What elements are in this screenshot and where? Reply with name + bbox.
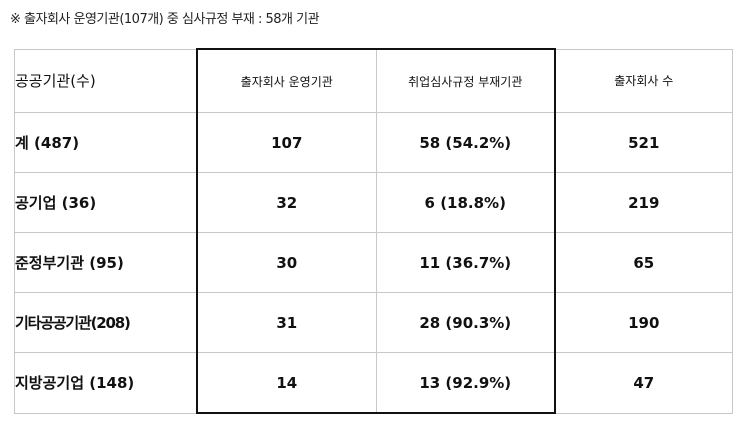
row-label: 계 (487) xyxy=(14,112,197,173)
header-subsidiaries: 출자회사 수 xyxy=(554,48,733,113)
cell-missing: 28 (90.3%) xyxy=(376,292,556,353)
cell-subsidiaries: 190 xyxy=(554,292,733,353)
cell-operators: 107 xyxy=(195,112,377,173)
cell-missing: 58 (54.2%) xyxy=(376,112,556,173)
cell-operators: 32 xyxy=(195,172,377,233)
cell-missing: 11 (36.7%) xyxy=(376,232,556,293)
table-row: 기타공공기관(208) 31 28 (90.3%) 190 xyxy=(14,292,733,353)
table-header-row: 공공기관(수) 출자회사 운영기관 취업심사규정 부재기관 출자회사 수 xyxy=(14,48,733,113)
header-missing: 취업심사규정 부재기관 xyxy=(376,48,556,113)
cell-subsidiaries: 65 xyxy=(554,232,733,293)
header-institution: 공공기관(수) xyxy=(14,48,197,113)
row-label: 기타공공기관(208) xyxy=(14,292,197,353)
cell-missing: 6 (18.8%) xyxy=(376,172,556,233)
row-label: 지방공기업 (148) xyxy=(14,352,197,414)
header-operators: 출자회사 운영기관 xyxy=(195,48,377,113)
cell-subsidiaries: 47 xyxy=(554,352,733,414)
row-label: 준정부기관 (95) xyxy=(14,232,197,293)
table-row: 준정부기관 (95) 30 11 (36.7%) 65 xyxy=(14,232,733,293)
cell-operators: 14 xyxy=(195,352,377,414)
cell-subsidiaries: 521 xyxy=(554,112,733,173)
cell-operators: 31 xyxy=(195,292,377,353)
table-row: 계 (487) 107 58 (54.2%) 521 xyxy=(14,112,733,173)
table-row: 공기업 (36) 32 6 (18.8%) 219 xyxy=(14,172,733,233)
cell-missing: 13 (92.9%) xyxy=(376,352,556,414)
row-label: 공기업 (36) xyxy=(14,172,197,233)
table-row: 지방공기업 (148) 14 13 (92.9%) 47 xyxy=(14,352,733,414)
cell-operators: 30 xyxy=(195,232,377,293)
cell-subsidiaries: 219 xyxy=(554,172,733,233)
table-note: ※ 출자회사 운영기관(107개) 중 심사규정 부재 : 58개 기관 xyxy=(10,12,320,27)
institution-table: 공공기관(수) 출자회사 운영기관 취업심사규정 부재기관 출자회사 수 계 (… xyxy=(14,48,733,414)
